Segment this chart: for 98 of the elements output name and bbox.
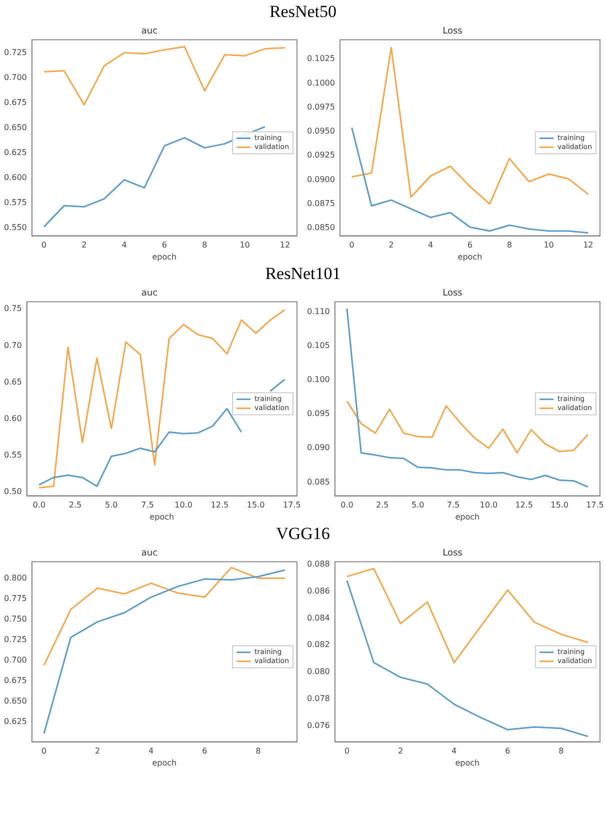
y-tick-label: 0.60 — [4, 414, 22, 424]
x-tick-label: 8 — [558, 746, 564, 756]
y-tick-label: 0.55 — [4, 450, 22, 460]
x-axis-title: epoch — [152, 758, 177, 768]
y-tick-label: 0.70 — [4, 340, 22, 350]
y-tick-label: 0.0925 — [306, 150, 335, 160]
x-tick-label: 2 — [82, 240, 87, 250]
x-tick-label: 12 — [280, 240, 290, 250]
x-tick-label: 0 — [344, 746, 350, 756]
x-tick-label: 8 — [256, 746, 261, 756]
y-tick-label: 0.50 — [4, 487, 22, 496]
y-tick-label: 0.076 — [306, 720, 330, 730]
chart-title: auc — [141, 548, 158, 559]
x-tick-label: 10 — [240, 240, 250, 250]
x-tick-label: 0 — [41, 240, 46, 250]
y-tick-label: 0.086 — [306, 586, 330, 596]
text: ResNet101 — [264, 264, 342, 284]
x-tick-label: 2 — [94, 746, 100, 756]
y-tick-label: 0.1025 — [306, 54, 335, 64]
x-tick-label: 2.5 — [376, 500, 389, 510]
y-tick-label: 0.084 — [306, 613, 330, 622]
chart-title: Loss — [442, 26, 463, 37]
y-tick-label: 0.085 — [306, 477, 330, 486]
x-tick-label: 15.0 — [246, 500, 265, 510]
text: VGG16 — [275, 524, 331, 544]
y-tick-label: 0.0850 — [306, 223, 335, 232]
x-tick-label: 17.5 — [586, 500, 604, 510]
y-tick-label: 0.75 — [4, 304, 22, 314]
x-tick-label: 0 — [41, 746, 46, 756]
x-tick-label: 4 — [148, 746, 154, 756]
x-tick-label: 12 — [583, 240, 594, 250]
chart-title: Loss — [442, 548, 463, 559]
x-tick-label: 0.0 — [340, 500, 354, 510]
y-tick-label: 0.625 — [4, 148, 27, 157]
y-tick-label: 0.080 — [306, 667, 330, 676]
x-axis-title: epoch — [455, 758, 480, 768]
y-tick-label: 0.675 — [4, 676, 27, 686]
y-tick-label: 0.105 — [306, 341, 330, 350]
y-tick-label: 0.550 — [4, 222, 27, 232]
y-tick-label: 0.1000 — [306, 78, 335, 88]
x-tick-label: 15.0 — [550, 500, 568, 510]
y-tick-label: 0.650 — [4, 696, 27, 706]
x-tick-label: 10 — [544, 240, 554, 250]
x-tick-label: 10.0 — [174, 500, 192, 510]
x-axis-title: epoch — [150, 512, 174, 522]
x-axis-title: epoch — [152, 252, 177, 262]
y-tick-label: 0.775 — [4, 594, 27, 603]
x-tick-label: 5.0 — [104, 500, 118, 510]
y-tick-label: 0.095 — [306, 409, 330, 418]
x-tick-label: 4 — [452, 746, 457, 756]
x-tick-label: 8 — [506, 240, 512, 250]
x-tick-label: 5.0 — [411, 500, 424, 510]
x-tick-label: 6 — [467, 240, 473, 250]
y-tick-label: 0.750 — [4, 614, 27, 624]
y-tick-label: 0.575 — [4, 198, 27, 207]
chart-title: Loss — [442, 288, 463, 299]
y-tick-label: 0.078 — [306, 694, 330, 703]
x-tick-label: 12.5 — [515, 500, 534, 510]
x-tick-label: 7.5 — [141, 500, 154, 510]
y-tick-label: 0.625 — [4, 717, 27, 726]
y-tick-label: 0.650 — [4, 122, 27, 132]
y-tick-label: 0.0900 — [306, 174, 335, 184]
y-tick-label: 0.600 — [4, 172, 27, 182]
x-axis-title: epoch — [458, 252, 482, 262]
y-tick-label: 0.090 — [306, 443, 330, 452]
y-tick-label: 0.800 — [4, 573, 27, 582]
y-tick-label: 0.110 — [306, 307, 330, 316]
x-tick-label: 4 — [428, 240, 434, 250]
y-tick-label: 0.700 — [4, 656, 27, 665]
x-tick-label: 2 — [398, 746, 404, 756]
x-tick-label: 12.5 — [210, 500, 229, 510]
y-tick-label: 0.725 — [4, 48, 27, 57]
text: ResNet50 — [268, 2, 338, 22]
x-tick-label: 10.0 — [480, 500, 498, 510]
x-tick-label: 2.5 — [68, 500, 82, 510]
x-tick-label: 6 — [162, 240, 167, 250]
x-tick-label: 6 — [202, 746, 208, 756]
x-tick-label: 7.5 — [446, 500, 460, 510]
x-tick-label: 2 — [388, 240, 394, 250]
y-tick-label: 0.0975 — [306, 102, 335, 112]
x-tick-label: 4 — [122, 240, 127, 250]
x-tick-label: 6 — [505, 746, 510, 756]
y-tick-label: 0.65 — [4, 377, 22, 386]
y-tick-label: 0.100 — [306, 375, 330, 384]
y-tick-label: 0.0950 — [306, 126, 335, 136]
y-tick-label: 0.0875 — [306, 199, 335, 208]
y-tick-label: 0.082 — [306, 640, 330, 650]
x-axis-title: epoch — [455, 512, 480, 522]
x-tick-label: 17.5 — [283, 500, 301, 510]
y-tick-label: 0.675 — [4, 98, 27, 107]
y-tick-label: 0.725 — [4, 634, 27, 644]
x-tick-label: 8 — [202, 240, 208, 250]
x-tick-label: 0 — [349, 240, 354, 250]
y-tick-label: 0.700 — [4, 72, 27, 82]
x-tick-label: 0.0 — [32, 500, 46, 510]
chart-title: auc — [141, 26, 158, 37]
y-tick-label: 0.088 — [306, 560, 330, 569]
chart-title: auc — [141, 288, 158, 299]
